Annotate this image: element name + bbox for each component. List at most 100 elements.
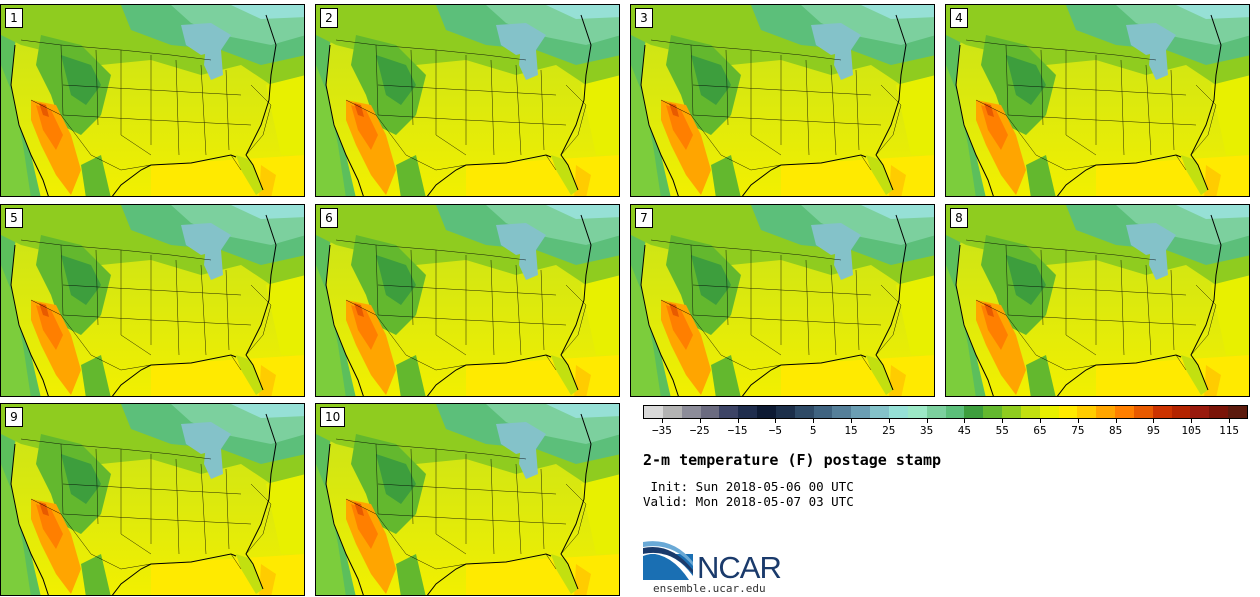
init-time: Init: Sun 2018-05-06 00 UTC bbox=[643, 479, 854, 494]
site-url: ensemble.ucar.edu bbox=[653, 582, 766, 595]
panel-number-label: 1 bbox=[5, 8, 23, 28]
colorbar-swatch bbox=[945, 406, 965, 418]
colorbar-tick-label: −25 bbox=[689, 424, 710, 437]
colorbar-swatch bbox=[813, 406, 833, 418]
colorbar-swatch bbox=[1171, 406, 1191, 418]
colorbar-tick bbox=[1115, 419, 1117, 423]
figure-title: 2-m temperature (F) postage stamp bbox=[643, 451, 942, 469]
colorbar-swatch bbox=[757, 406, 776, 418]
colorbar-tick bbox=[737, 419, 739, 423]
colorbar-swatch bbox=[719, 406, 739, 418]
map-panel: 4 bbox=[945, 4, 1250, 197]
temperature-map bbox=[316, 5, 619, 196]
map-panel: 10 bbox=[315, 403, 620, 596]
colorbar-tick-label: 65 bbox=[1033, 424, 1047, 437]
map-panel: 2 bbox=[315, 4, 620, 197]
panel-number-label: 4 bbox=[950, 8, 968, 28]
map-panel: 5 bbox=[0, 204, 305, 397]
colorbar-tick bbox=[1191, 419, 1193, 423]
colorbar-tick-label: 115 bbox=[1219, 424, 1240, 437]
colorbar-tick bbox=[813, 419, 815, 423]
temperature-map bbox=[946, 5, 1249, 196]
colorbar-tick bbox=[1229, 419, 1231, 423]
panel-number-label: 9 bbox=[5, 407, 23, 427]
colorbar-swatch bbox=[662, 406, 682, 418]
colorbar-swatch bbox=[926, 406, 946, 418]
colorbar-tick-label: −35 bbox=[651, 424, 672, 437]
colorbar-swatch bbox=[738, 406, 758, 418]
colorbar-tick bbox=[775, 419, 777, 423]
colorbar-swatch bbox=[1096, 406, 1116, 418]
colorbar-ticks: −35 −25 −15 −5 5 15 25 35 45 55 65 75 85 95 105 115 bbox=[643, 419, 1248, 439]
map-panel: 3 bbox=[630, 4, 935, 197]
colorbar-swatch bbox=[681, 406, 701, 418]
ncar-logo-icon bbox=[643, 541, 693, 580]
colorbar-swatch bbox=[870, 406, 889, 418]
temperature-map bbox=[946, 205, 1249, 396]
map-panel: 7 bbox=[630, 204, 935, 397]
colorbar-swatch bbox=[1190, 406, 1210, 418]
panel-number-label: 3 bbox=[635, 8, 653, 28]
colorbar-swatch bbox=[1152, 406, 1172, 418]
map-panel: 6 bbox=[315, 204, 620, 397]
colorbar-swatch bbox=[1133, 406, 1153, 418]
panel-number-label: 8 bbox=[950, 208, 968, 228]
colorbar-swatch bbox=[1002, 406, 1021, 418]
colorbar-swatch bbox=[1039, 406, 1059, 418]
temperature-colorbar bbox=[643, 405, 1248, 419]
colorbar-swatch bbox=[700, 406, 720, 418]
colorbar-tick bbox=[1002, 419, 1004, 423]
colorbar-swatch bbox=[1058, 406, 1078, 418]
colorbar-tick-label: 85 bbox=[1109, 424, 1123, 437]
colorbar-swatch bbox=[1209, 406, 1229, 418]
colorbar-tick bbox=[1077, 419, 1079, 423]
colorbar-tick bbox=[1153, 419, 1155, 423]
colorbar-swatch bbox=[644, 406, 663, 418]
temperature-map bbox=[1, 5, 304, 196]
temperature-map bbox=[316, 205, 619, 396]
colorbar-tick-label: 55 bbox=[995, 424, 1009, 437]
colorbar-tick bbox=[888, 419, 890, 423]
colorbar-tick bbox=[964, 419, 966, 423]
panel-number-label: 5 bbox=[5, 208, 23, 228]
panel-number-label: 7 bbox=[635, 208, 653, 228]
colorbar-tick-label: 95 bbox=[1146, 424, 1161, 437]
colorbar-tick-label: −5 bbox=[768, 424, 782, 437]
colorbar-tick bbox=[926, 419, 928, 423]
colorbar-tick-label: 105 bbox=[1181, 424, 1202, 437]
colorbar-tick-label: 15 bbox=[844, 424, 858, 437]
colorbar-tick bbox=[1040, 419, 1042, 423]
valid-time: Valid: Mon 2018-05-07 03 UTC bbox=[643, 494, 854, 509]
ncar-logo-text: NCAR bbox=[697, 550, 782, 585]
colorbar-swatch bbox=[1077, 406, 1097, 418]
colorbar-swatch bbox=[1115, 406, 1134, 418]
colorbar-swatch bbox=[964, 406, 984, 418]
colorbar-swatch bbox=[794, 406, 814, 418]
colorbar-swatch bbox=[1020, 406, 1040, 418]
temperature-map bbox=[631, 205, 934, 396]
colorbar-tick bbox=[699, 419, 701, 423]
colorbar-tick-label: −15 bbox=[727, 424, 748, 437]
colorbar-tick-label: 25 bbox=[882, 424, 896, 437]
colorbar-tick bbox=[661, 419, 663, 423]
map-panel: 8 bbox=[945, 204, 1250, 397]
colorbar-tick-label: 75 bbox=[1071, 424, 1085, 437]
panel-number-label: 6 bbox=[320, 208, 338, 228]
map-panel: 1 bbox=[0, 4, 305, 197]
colorbar-swatch bbox=[775, 406, 795, 418]
panel-number-label: 10 bbox=[320, 407, 346, 427]
temperature-map bbox=[1, 205, 304, 396]
colorbar-tick-label: 5 bbox=[809, 424, 817, 437]
map-panel: 9 bbox=[0, 403, 305, 596]
colorbar-swatch bbox=[907, 406, 927, 418]
colorbar-swatch bbox=[1228, 406, 1247, 418]
panel-number-label: 2 bbox=[320, 8, 338, 28]
colorbar-swatch bbox=[832, 406, 852, 418]
colorbar-swatch bbox=[888, 406, 908, 418]
colorbar-swatch bbox=[851, 406, 871, 418]
temperature-map bbox=[316, 404, 619, 595]
temperature-map bbox=[631, 5, 934, 196]
colorbar-tick bbox=[850, 419, 852, 423]
colorbar-swatch bbox=[983, 406, 1003, 418]
colorbar-tick-label: 35 bbox=[919, 424, 934, 437]
